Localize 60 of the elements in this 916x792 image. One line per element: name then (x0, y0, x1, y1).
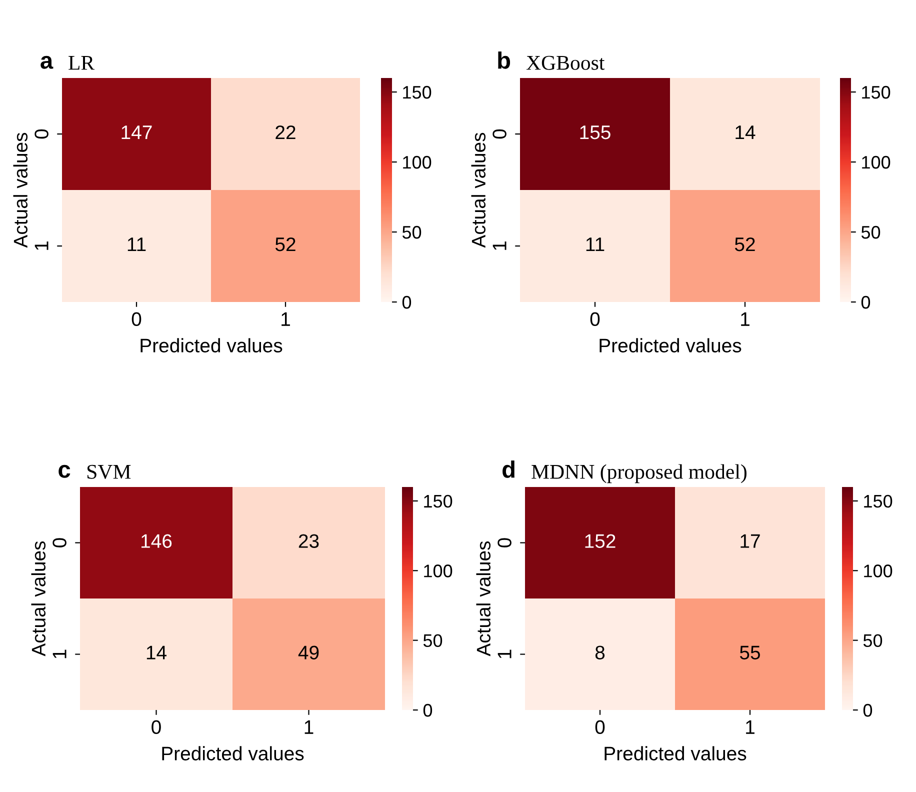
data-label: 146 (142, 534, 172, 548)
color-bar-label: 0 (863, 704, 872, 717)
color-bar-label: 50 (423, 634, 442, 648)
color-bar-label: 100 (862, 156, 890, 169)
color-bar-label: 100 (403, 156, 432, 169)
data-label: 11 (586, 238, 604, 252)
data-label: 52 (734, 237, 755, 252)
y-tick-label: 0 (492, 129, 506, 139)
y-axis-title: Actual values (476, 541, 491, 656)
text: d (502, 460, 514, 478)
text: a (40, 56, 54, 69)
color-bar-label: 0 (402, 296, 412, 309)
y-tick-label: 1 (492, 242, 506, 250)
y-axis-title: Actual values (13, 132, 28, 248)
x-tick-label: 0 (132, 312, 142, 326)
color-bar-label: 50 (861, 226, 880, 239)
text: b (498, 52, 510, 69)
data-label: 22 (276, 125, 296, 140)
chart-title: SVM (87, 464, 131, 479)
chart-title: LR (68, 56, 95, 70)
data-label: 14 (736, 126, 756, 140)
color-bar-label: 100 (864, 564, 892, 578)
data-label: 23 (298, 534, 319, 548)
x-tick-label: 1 (741, 312, 750, 326)
y-tick-label: 0 (498, 538, 512, 548)
data-label: 17 (740, 534, 760, 548)
color-bar-label: 150 (403, 86, 432, 99)
y-tick-label: 1 (498, 650, 512, 658)
data-label: 14 (146, 646, 166, 660)
x-axis-title: Predicted values (600, 338, 742, 352)
color-bar-label: 0 (861, 296, 870, 309)
chart-title: MDNN (proposed model) (532, 464, 746, 484)
text: c (58, 464, 70, 478)
x-tick-label: 0 (152, 720, 161, 734)
y-axis-title: Actual values (31, 541, 46, 656)
x-axis-title: Predicted values (604, 746, 746, 760)
data-label: 147 (122, 126, 152, 140)
data-label: 55 (740, 646, 760, 660)
data-label: 155 (580, 126, 610, 140)
color-bar-label: 150 (864, 494, 892, 508)
data-label: 8 (595, 646, 605, 660)
x-axis-title: Predicted values (162, 746, 304, 760)
chart-title: XGBoost (526, 56, 605, 70)
y-axis-title: Actual values (471, 132, 486, 248)
x-tick-label: 1 (746, 720, 754, 734)
x-tick-label: 0 (590, 312, 600, 326)
x-tick-label: 1 (282, 312, 290, 326)
data-label: 11 (128, 238, 146, 252)
data-label: 49 (298, 646, 319, 660)
data-label: 152 (585, 534, 616, 548)
x-tick-label: 1 (304, 720, 314, 734)
color-bar-label: 150 (424, 494, 452, 508)
data-label: 52 (275, 237, 296, 252)
color-bar-label: 50 (863, 634, 882, 648)
color-bar-label: 150 (862, 86, 890, 99)
color-bar-label: 100 (424, 564, 452, 578)
x-tick-label: 0 (595, 720, 605, 734)
x-axis-title: Predicted values (140, 338, 282, 352)
color-bar-label: 0 (423, 704, 432, 717)
color-bar-label: 50 (402, 226, 422, 239)
